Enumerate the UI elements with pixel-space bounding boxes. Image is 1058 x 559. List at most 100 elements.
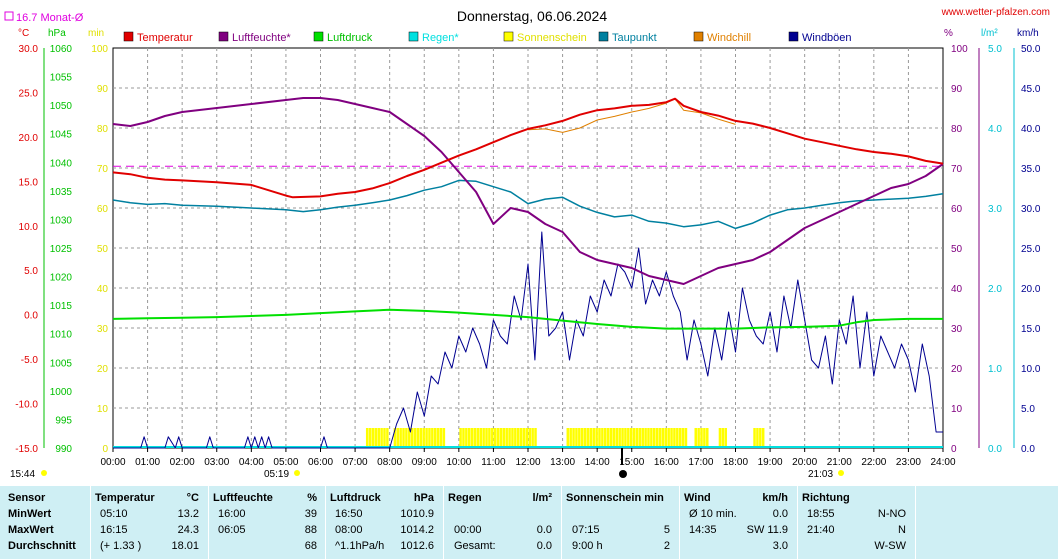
table-header-sun: Sonnenschein min [566,492,664,504]
legend-label-gusts: Windböen [802,32,852,44]
sunshine-bar [442,428,446,448]
sunshine-bar [422,428,425,448]
y-tick-label-minutes: 10 [97,404,109,415]
sunshine-bar [519,428,523,448]
sunshine-bar [514,428,517,448]
series-line-luftdruck [112,308,943,330]
y-tick-label-rain: 4.0 [988,124,1002,135]
sunshine-bar [697,428,700,448]
sunshine-bar [428,428,431,448]
sunshine-bar [470,428,474,448]
table-header-wind: Wind [684,492,711,504]
table-divider [208,486,209,559]
table-cell-hum-value: 88 [304,524,317,536]
sunshine-bar [721,428,725,448]
unit-percent: % [944,28,953,39]
y-tick-label-pressure: 1025 [50,244,73,255]
sunshine-bar [396,428,400,448]
x-tick-label: 06:00 [308,457,333,468]
sunshine-bars [365,428,765,448]
x-tick-label: 21:00 [827,457,852,468]
y-tick-label-minutes: 20 [97,364,109,375]
y-tick-label-pressure: 1010 [50,330,73,341]
sunshine-bar [528,428,531,448]
sunshine-bar [700,428,703,448]
x-tick-label: 10:00 [446,457,471,468]
table-cell-hum-time: 06:05 [218,524,246,536]
y-tick-label-pressure: 1000 [50,387,73,398]
sunshine-bar [522,428,526,448]
sunshine-bar [592,428,595,448]
sunshine-bar [534,428,537,448]
sunshine-bar [386,428,389,448]
chart-axes: 00:00 01:00 02:00 03:00 04:00 05:00 06:00 07:00… [15,44,1041,468]
sunshine-bar [703,428,706,448]
x-tick-label: 02:00 [170,457,195,468]
legend-swatch-windchill [693,31,704,42]
y-tick-label-percent: 80 [951,124,963,135]
sunshine-bar [632,428,636,448]
table-header-unit-temp: °C [186,492,199,504]
sunshine-bar [410,428,414,448]
table-header-unit-wind: km/h [762,492,788,504]
table-row-label: Durchschnitt [8,540,76,552]
y-tick-label-minutes: 30 [97,324,109,335]
sunshine-bar [756,428,759,448]
table-cell-rain-value: 0.0 [536,540,552,552]
legend-swatch-gusts [788,31,799,42]
chart-title: Donnerstag, 06.06.2024 [457,8,607,24]
y-tick-label-temp: 15.0 [19,177,39,188]
y-tick-label-temp: 20.0 [19,133,39,144]
sunshine-bar [761,428,765,448]
table-cell-temp-value: 13.2 [177,508,199,520]
sunshine-bar [413,428,417,448]
y-tick-label-minutes: 90 [97,84,109,95]
sunshine-bar [724,428,727,448]
y-tick-label-percent: 40 [951,284,963,295]
sunshine-bar [598,428,601,448]
y-tick-label-pressure: 1060 [50,44,73,55]
x-tick-label: 19:00 [758,457,783,468]
sunshine-bar [516,428,520,448]
legend-label-rain: Regen* [422,32,459,44]
y-tick-label-rain: 1.0 [988,364,1002,375]
table-cell-wind-value: 0.0 [772,508,788,520]
y-tick-label-pressure: 1005 [50,358,73,369]
y-tick-label-pressure: 1035 [50,187,73,198]
sunshine-bar [601,428,604,448]
sunshine-bar [374,428,378,448]
y-tick-label-wind: 45.0 [1021,84,1041,95]
sunshine-bar [629,428,633,448]
sunshine-bar [612,428,616,448]
y-tick-label-minutes: 50 [97,244,109,255]
sunshine-bar [502,428,506,448]
x-tick-label: 15:00 [619,457,644,468]
legend-swatch-humidity [218,31,229,42]
y-tick-label-pressure: 1045 [50,130,73,141]
y-tick-label-wind: 15.0 [1021,324,1041,335]
table-header-unit-rain: l/m² [532,492,552,504]
sunshine-bar [583,428,587,448]
month-avg-label: 16.7 Monat-Ø [16,12,84,24]
sunshine-bar [684,428,688,448]
x-tick-label: 08:00 [377,457,402,468]
y-tick-label-wind: 20.0 [1021,284,1041,295]
y-tick-label-wind: 25.0 [1021,244,1041,255]
sunshine-bar [393,428,397,448]
table-cell-sun-time: 07:15 [572,524,600,536]
sunshine-bar [405,428,408,448]
series-line-temperatur [112,97,944,199]
legend-label-dewpoint: Taupunkt [612,32,657,44]
legend-swatch-pressure [313,31,324,42]
table-cell-temp-value: 24.3 [177,524,199,536]
unit-minutes: min [88,28,104,39]
sunshine-bar [433,428,437,448]
x-tick-label: 05:00 [273,457,298,468]
sunshine-bar [667,428,670,448]
y-tick-label-pressure: 1030 [50,215,73,226]
sunshine-bar [365,428,369,448]
table-cell-press-time: ^1.1hPa/h [335,540,385,552]
sunshine-bar [569,428,572,448]
table-cell-press-time: 08:00 [335,524,363,536]
sunshine-bar [402,428,405,448]
